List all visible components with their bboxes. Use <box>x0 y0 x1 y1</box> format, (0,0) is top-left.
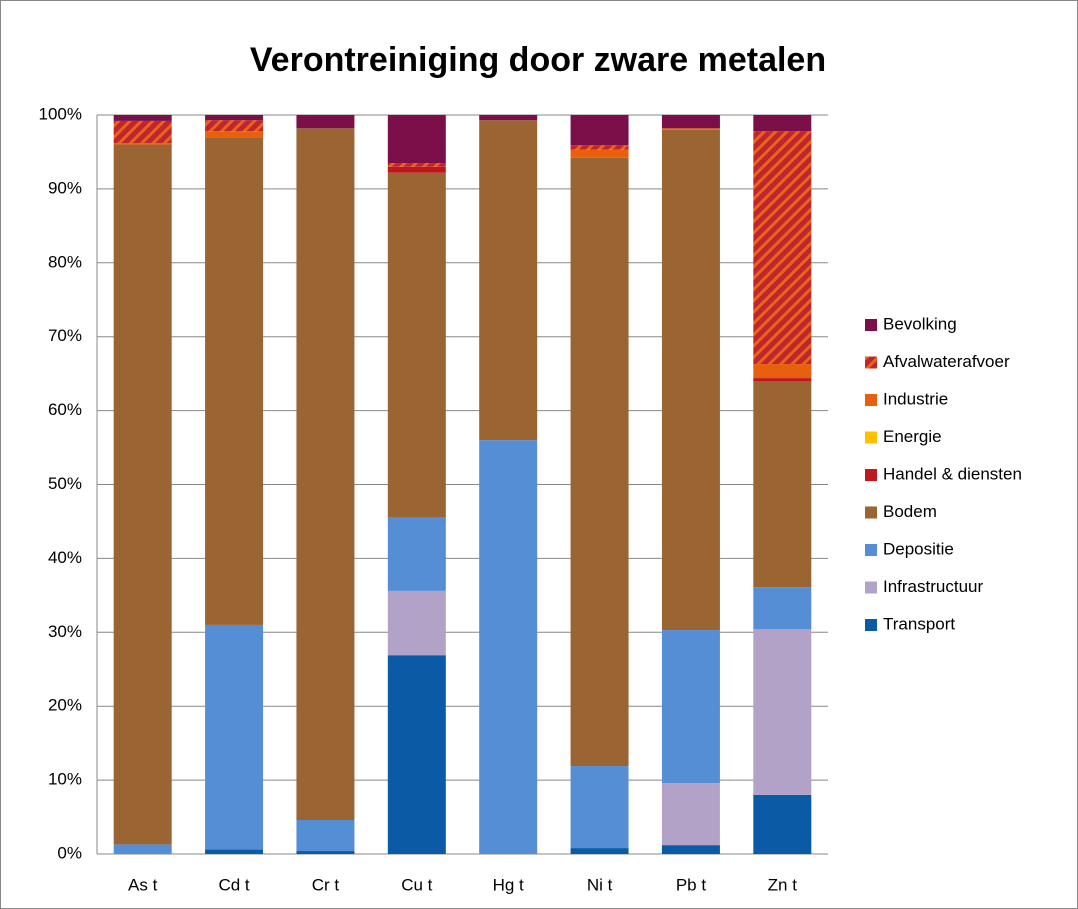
x-tick-label: Cu t <box>401 875 432 894</box>
bar-segment <box>753 131 812 365</box>
bar-segment <box>570 145 629 150</box>
bar-segment <box>387 517 446 591</box>
legend-label: Transport <box>883 614 955 633</box>
bar-segment <box>205 137 264 625</box>
legend-label: Infrastructuur <box>883 577 983 596</box>
legend-swatch <box>865 356 877 369</box>
legend-label: Energie <box>883 427 942 446</box>
bar-segment <box>113 120 172 144</box>
bar-segment <box>387 655 446 854</box>
legend-label: Bodem <box>883 502 937 521</box>
y-tick-label: 10% <box>48 770 82 789</box>
legend-label: Afvalwaterafvoer <box>883 352 1010 371</box>
bar-segment <box>661 128 720 130</box>
bar-segment <box>479 440 538 854</box>
bar-segment <box>661 630 720 784</box>
bar-segment <box>387 115 446 164</box>
bar-segment <box>296 128 355 821</box>
x-tick-label: Pb t <box>676 875 707 894</box>
legend-label: Depositie <box>883 539 954 558</box>
bar-segment <box>387 163 446 167</box>
y-tick-label: 40% <box>48 548 82 567</box>
legend-swatch <box>865 544 877 556</box>
bar-segment <box>113 144 172 845</box>
y-tick-label: 60% <box>48 400 82 419</box>
bar-segment <box>753 629 812 795</box>
y-tick-label: 100% <box>39 104 82 123</box>
bar-segment <box>296 851 355 854</box>
y-tick-label: 0% <box>57 843 82 862</box>
bar-segment <box>387 172 446 518</box>
legend-label: Industrie <box>883 389 948 408</box>
bar-segment <box>753 381 812 588</box>
x-tick-label: Zn t <box>768 875 798 894</box>
bar-segment <box>570 115 629 146</box>
legend-swatch <box>865 319 877 331</box>
bar-segment <box>479 120 538 441</box>
x-tick-label: As t <box>128 875 158 894</box>
bar-segment <box>205 849 264 854</box>
legend-swatch <box>865 469 877 481</box>
bar-segment <box>570 848 629 854</box>
bar-segment <box>296 820 355 852</box>
y-tick-label: 30% <box>48 622 82 641</box>
bar-segment <box>753 378 812 382</box>
bar-segment <box>205 624 264 850</box>
bar-segment <box>753 587 812 630</box>
legend-label: Handel & diensten <box>883 464 1022 483</box>
bar-segment <box>753 364 812 379</box>
bar-segment <box>113 115 172 121</box>
bar-segment <box>570 149 629 158</box>
bar-segment <box>570 157 629 767</box>
bar-segment <box>296 115 355 129</box>
bar-segment <box>387 166 446 173</box>
bar-segment <box>570 766 629 849</box>
bar-segment <box>661 129 720 631</box>
legend-swatch <box>865 431 877 444</box>
bar-segment <box>479 115 538 121</box>
bar-segment <box>205 131 264 138</box>
y-tick-label: 70% <box>48 326 82 345</box>
y-tick-label: 20% <box>48 696 82 715</box>
y-tick-label: 80% <box>48 252 82 271</box>
bar-segment <box>205 120 264 132</box>
bar-segment <box>661 115 720 129</box>
x-tick-label: Ni t <box>587 875 613 894</box>
legend-swatch <box>865 619 877 631</box>
x-tick-label: Cr t <box>312 875 340 894</box>
bar-segment <box>205 115 264 121</box>
chart-title: Verontreiniging door zware metalen <box>250 41 826 79</box>
bar-segment <box>113 844 172 854</box>
y-tick-label: 90% <box>48 178 82 197</box>
bar-segment <box>661 845 720 854</box>
bar-segment <box>753 794 812 854</box>
x-tick-label: Cd t <box>218 875 249 894</box>
legend-swatch <box>865 394 877 406</box>
bar-segment <box>661 783 720 846</box>
bar-segment <box>753 115 812 132</box>
legend-swatch <box>865 581 877 594</box>
bar-segment <box>113 143 172 145</box>
y-tick-label: 50% <box>48 474 82 493</box>
bar-segment <box>387 590 446 656</box>
legend-swatch <box>865 506 877 519</box>
x-tick-label: Hg t <box>493 875 524 894</box>
legend-label: Bevolking <box>883 314 957 333</box>
